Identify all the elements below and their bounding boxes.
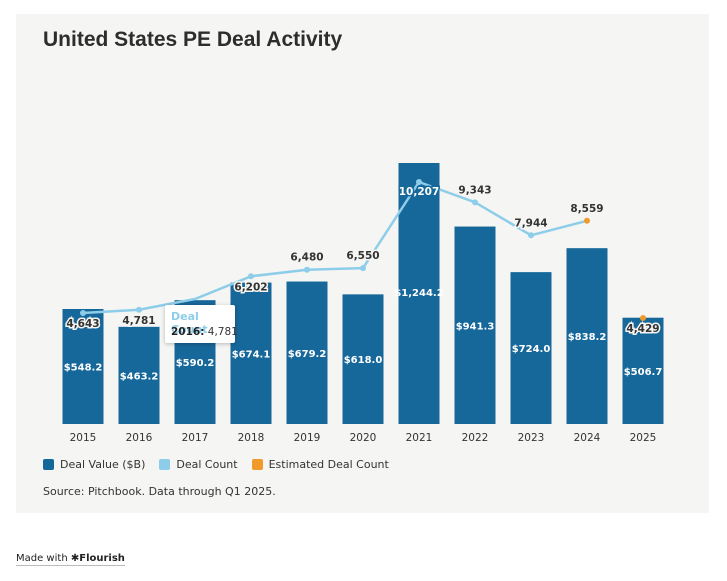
x-tick-2025: 2025	[630, 432, 657, 444]
x-tick-2020: 2020	[350, 432, 377, 444]
bar-label-2017: $590.2	[176, 358, 215, 369]
x-tick-2018: 2018	[238, 432, 265, 444]
legend-swatch-deal-value	[43, 459, 54, 470]
legend-label-estimated: Estimated Deal Count	[268, 458, 389, 471]
x-tick-2017: 2017	[182, 432, 209, 444]
bar-label-2025: $506.7	[624, 367, 663, 378]
bar-2023[interactable]	[510, 272, 552, 424]
legend-label-deal-value: Deal Value ($B)	[60, 458, 146, 471]
deal-count-point-2018[interactable]	[248, 273, 254, 280]
tooltip: Deal Count 2016: 4,781	[165, 305, 238, 343]
made-with-text: Made with	[16, 553, 68, 564]
deal-count-label-2018: 6,202	[234, 281, 267, 293]
bar-2025[interactable]	[622, 317, 664, 424]
bar-2022[interactable]	[454, 226, 496, 424]
legend-item-deal-value[interactable]: Deal Value ($B)	[43, 458, 145, 471]
x-tick-2019: 2019	[294, 432, 321, 444]
deal-count-point-2019[interactable]	[304, 266, 310, 273]
legend-swatch-estimated	[251, 459, 263, 470]
bar-label-2024: $838.2	[568, 332, 607, 343]
bar-label-2016: $463.2	[120, 371, 159, 382]
bar-2015[interactable]	[62, 309, 104, 424]
deal-count-point-2025[interactable]	[640, 315, 646, 322]
x-tick-2022: 2022	[462, 432, 489, 444]
bar-2020[interactable]	[342, 294, 384, 424]
bar-label-2023: $724.0	[512, 344, 551, 355]
tooltip-value: 4,781	[207, 326, 238, 338]
deal-count-label-2016: 4,781	[122, 315, 155, 327]
bar-2019[interactable]	[286, 281, 328, 424]
deal-count-point-2023[interactable]	[528, 232, 534, 239]
tooltip-year: 2016:	[171, 326, 205, 338]
chart-svg[interactable]: $548.2 $463.2 $590.2 $674.1 $679.2 $618.0 $1,2…	[16, 14, 709, 454]
deal-count-point-2016[interactable]	[136, 306, 142, 313]
x-tick-2016: 2016	[126, 432, 153, 444]
asterisk-icon: ✱	[70, 553, 80, 564]
legend-item-deal-count[interactable]: Deal Count	[159, 458, 238, 471]
chart-title: United States PE Deal Activity	[43, 28, 343, 51]
deal-count-point-2020[interactable]	[360, 265, 366, 272]
x-tick-2015: 2015	[70, 432, 97, 444]
bar-2016[interactable]	[118, 326, 160, 424]
deal-count-label-2023: 7,944	[514, 217, 547, 229]
legend-label-deal-count: Deal Count	[176, 458, 238, 471]
flourish-brand: Flourish	[79, 553, 125, 564]
chart-panel: United States PE Deal Activity $548.2 $46…	[16, 14, 709, 513]
x-tick-2023: 2023	[518, 432, 545, 444]
deal-count-label-2021: 10,207	[399, 186, 440, 198]
deal-count-label-2024: 8,559	[570, 203, 603, 215]
deal-count-label-2020: 6,550	[346, 250, 379, 262]
bar-label-2019: $679.2	[288, 349, 327, 360]
bar-label-2021: $1,244.2	[394, 288, 443, 299]
bar-2018[interactable]	[230, 282, 272, 424]
legend-swatch-deal-count	[159, 459, 171, 470]
bar-label-2018: $674.1	[232, 349, 271, 360]
deal-count-label-2015: 4,643	[66, 318, 99, 330]
bar-label-2022: $941.3	[456, 321, 495, 332]
legend: Deal Value ($B) Deal Count Estimated Dea…	[43, 458, 389, 471]
deal-count-label-2019: 6,480	[290, 252, 323, 264]
tooltip-body: 2016: 4,781	[171, 326, 238, 338]
deal-count-label-2022: 9,343	[458, 184, 491, 196]
bar-label-2015: $548.2	[64, 363, 103, 374]
deal-count-point-2022[interactable]	[472, 199, 478, 206]
deal-count-point-2024[interactable]	[584, 217, 590, 224]
x-tick-2021: 2021	[406, 432, 433, 444]
bar-label-2020: $618.0	[344, 355, 383, 366]
deal-count-point-2021[interactable]	[416, 179, 422, 185]
deal-count-line[interactable]	[82, 180, 588, 315]
bar-2024[interactable]	[566, 248, 608, 424]
deal-count-point-2015[interactable]	[80, 310, 86, 316]
deal-count-label-2025: 4,429	[626, 323, 659, 335]
bar-2021[interactable]	[398, 163, 440, 424]
legend-item-estimated[interactable]: Estimated Deal Count	[251, 458, 389, 471]
source-note: Source: Pitchbook. Data through Q1 2025.	[43, 485, 276, 498]
flourish-credit[interactable]: Made with ✱Flourish	[16, 553, 125, 566]
tooltip-title: Deal Count	[171, 310, 208, 336]
x-tick-2024: 2024	[574, 432, 601, 444]
